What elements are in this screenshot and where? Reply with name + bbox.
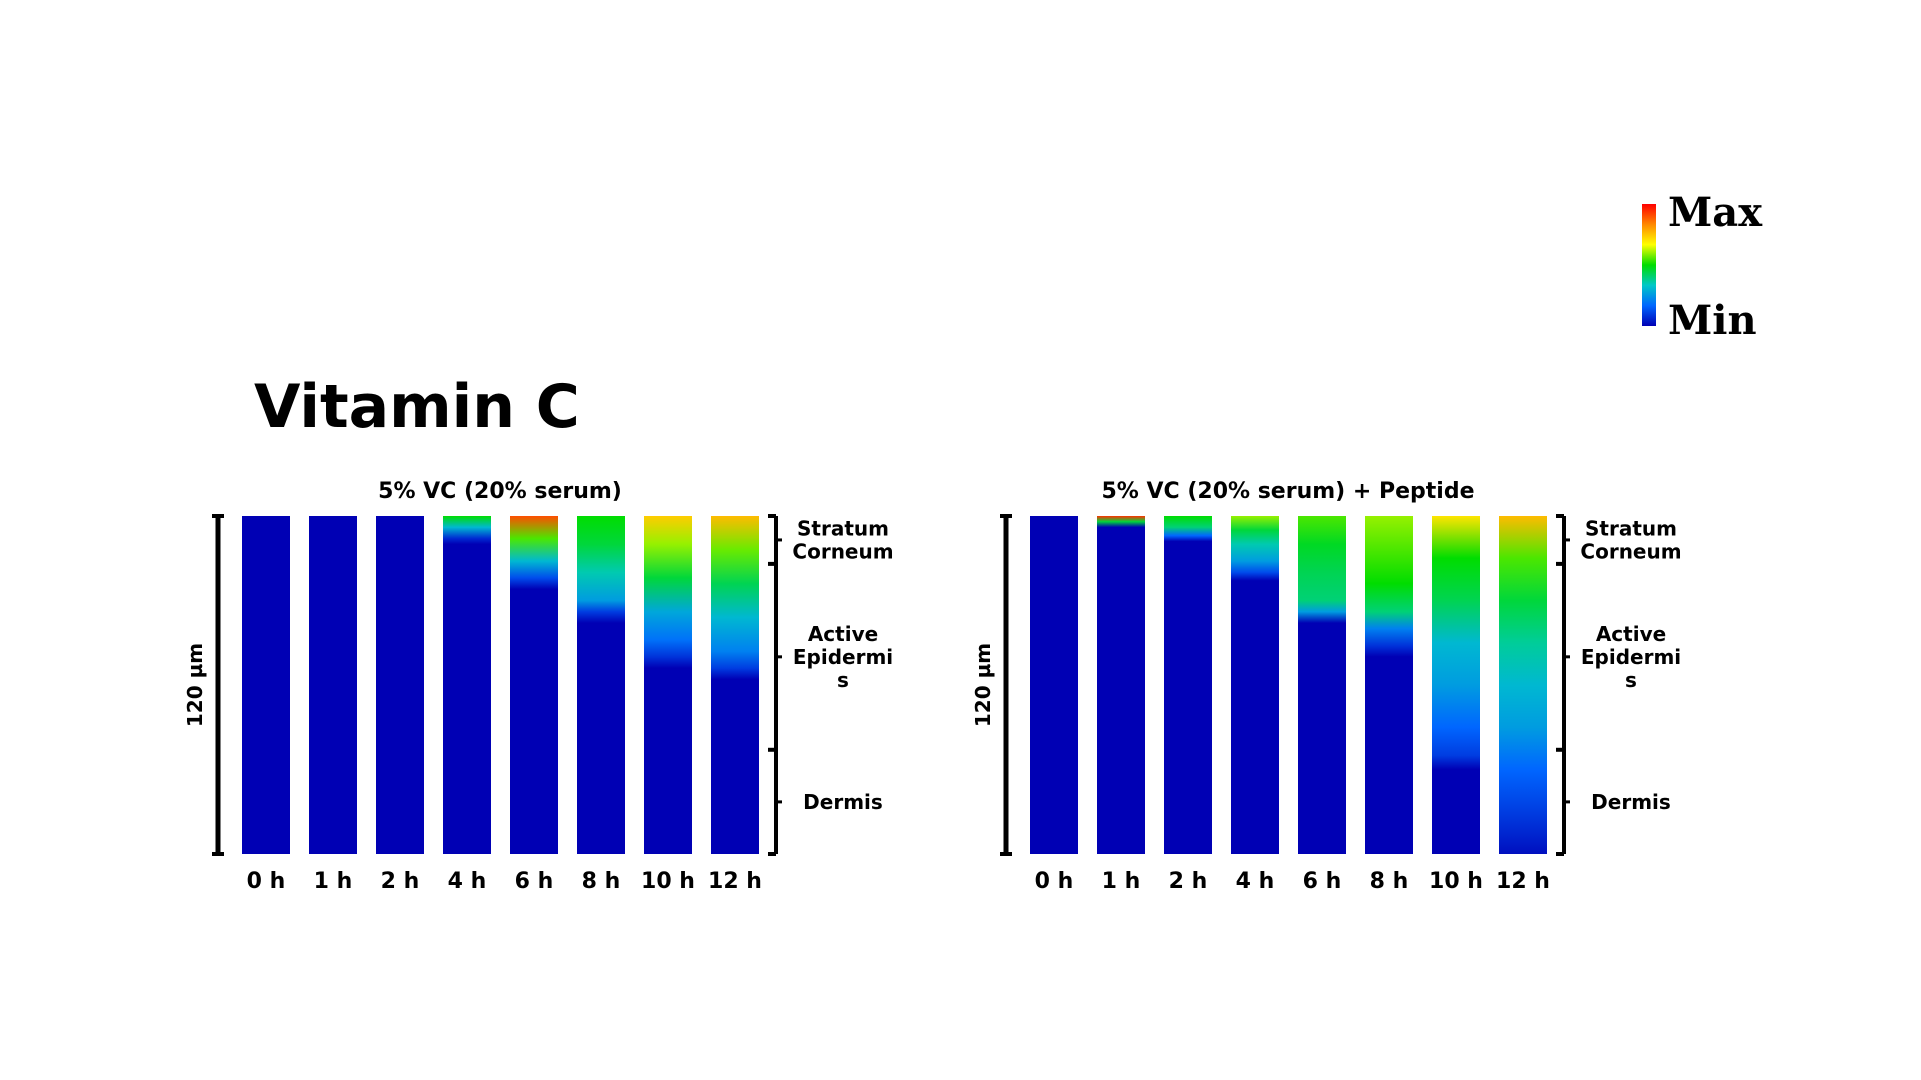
heatmap-column xyxy=(443,516,491,854)
time-tick-label: 8 h xyxy=(1370,869,1409,894)
heatmap-column-base xyxy=(376,516,424,854)
time-tick-label: 2 h xyxy=(1169,869,1208,894)
time-tick-label: 12 h xyxy=(1496,869,1550,894)
heatmap-panel-vc: 5% VC (20% serum) 120 µm 0 h 1 h 2 h 4 h 6 h 8 … xyxy=(183,479,894,894)
heatmap-column xyxy=(711,516,759,854)
color-legend: Max Min xyxy=(1642,189,1763,344)
heatmap-column-signal xyxy=(1432,516,1480,770)
time-tick-label: 12 h xyxy=(708,869,762,894)
panel-title: 5% VC (20% serum) + Peptide xyxy=(1102,479,1475,504)
heatmap-column-signal xyxy=(1365,516,1413,657)
time-tick-label: 1 h xyxy=(314,869,353,894)
layer-label: Active Epidermi s xyxy=(793,622,893,692)
time-tick-label: 4 h xyxy=(448,869,487,894)
time-tick-label: 1 h xyxy=(1102,869,1141,894)
heatmap-column-base xyxy=(1030,516,1078,854)
heatmap-column xyxy=(242,516,290,854)
heatmap-column-base xyxy=(443,516,491,854)
heatmap-column-signal xyxy=(443,516,491,545)
panel-title: 5% VC (20% serum) xyxy=(378,479,622,504)
legend-min-label: Min xyxy=(1668,297,1757,344)
heatmap-column xyxy=(644,516,692,854)
heatmap-column xyxy=(1365,516,1413,854)
heatmap-column-signal xyxy=(1231,516,1279,581)
heatmap-column-signal xyxy=(644,516,692,669)
heatmap-column xyxy=(309,516,357,854)
heatmap-column-signal xyxy=(1164,516,1212,542)
heatmap-column xyxy=(1499,516,1547,854)
heatmap-column xyxy=(376,516,424,854)
layer-label: Stratum Corneum xyxy=(1580,516,1681,563)
heatmap-column xyxy=(1231,516,1279,854)
heatmap-column-base xyxy=(1164,516,1212,854)
depth-axis-label: 120 µm xyxy=(183,643,207,727)
time-tick-label: 0 h xyxy=(1035,869,1074,894)
heatmap-column xyxy=(510,516,558,854)
time-tick-label: 2 h xyxy=(381,869,420,894)
heatmap-column-base xyxy=(1097,516,1145,854)
legend-max-label: Max xyxy=(1668,189,1763,236)
layer-label: Stratum Corneum xyxy=(792,516,893,563)
legend-color-bar xyxy=(1642,204,1656,326)
time-tick-label: 8 h xyxy=(582,869,621,894)
layer-label: Dermis xyxy=(1591,790,1671,814)
time-tick-label: 10 h xyxy=(641,869,695,894)
heatmap-column xyxy=(1097,516,1145,854)
heatmap-column xyxy=(1432,516,1480,854)
heatmap-column-signal xyxy=(510,516,558,590)
heatmap-column-signal xyxy=(1097,516,1145,528)
heatmap-column xyxy=(1164,516,1212,854)
layer-label: Dermis xyxy=(803,790,883,814)
figure-title: Vitamin C xyxy=(254,372,580,442)
heatmap-column-base xyxy=(242,516,290,854)
heatmap-column-base xyxy=(309,516,357,854)
time-tick-label: 0 h xyxy=(247,869,286,894)
time-tick-label: 6 h xyxy=(1303,869,1342,894)
heatmap-column-signal xyxy=(711,516,759,680)
heatmap-column-signal xyxy=(577,516,625,624)
heatmap-column xyxy=(1298,516,1346,854)
time-tick-label: 6 h xyxy=(515,869,554,894)
heatmap-column xyxy=(1030,516,1078,854)
time-tick-label: 4 h xyxy=(1236,869,1275,894)
heatmap-column-signal xyxy=(1499,516,1547,854)
heatmap-column xyxy=(577,516,625,854)
depth-axis-label: 120 µm xyxy=(971,643,995,727)
heatmap-panel-vc-peptide: 5% VC (20% serum) + Peptide 120 µm 0 h 1 h 2… xyxy=(971,479,1682,894)
layer-label: Active Epidermi s xyxy=(1581,622,1681,692)
heatmap-column-signal xyxy=(1298,516,1346,624)
time-tick-label: 10 h xyxy=(1429,869,1483,894)
